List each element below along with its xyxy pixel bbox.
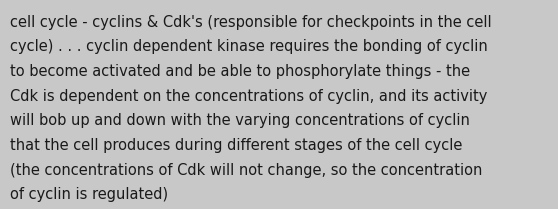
Text: cycle) . . . cyclin dependent kinase requires the bonding of cyclin: cycle) . . . cyclin dependent kinase req… bbox=[10, 39, 488, 54]
Text: of cyclin is regulated): of cyclin is regulated) bbox=[10, 187, 168, 202]
Text: to become activated and be able to phosphorylate things - the: to become activated and be able to phosp… bbox=[10, 64, 470, 79]
Text: Cdk is dependent on the concentrations of cyclin, and its activity: Cdk is dependent on the concentrations o… bbox=[10, 89, 488, 104]
Text: (the concentrations of Cdk will not change, so the concentration: (the concentrations of Cdk will not chan… bbox=[10, 163, 483, 178]
Text: will bob up and down with the varying concentrations of cyclin: will bob up and down with the varying co… bbox=[10, 113, 470, 128]
Text: cell cycle - cyclins & Cdk's (responsible for checkpoints in the cell: cell cycle - cyclins & Cdk's (responsibl… bbox=[10, 15, 492, 30]
Text: that the cell produces during different stages of the cell cycle: that the cell produces during different … bbox=[10, 138, 463, 153]
